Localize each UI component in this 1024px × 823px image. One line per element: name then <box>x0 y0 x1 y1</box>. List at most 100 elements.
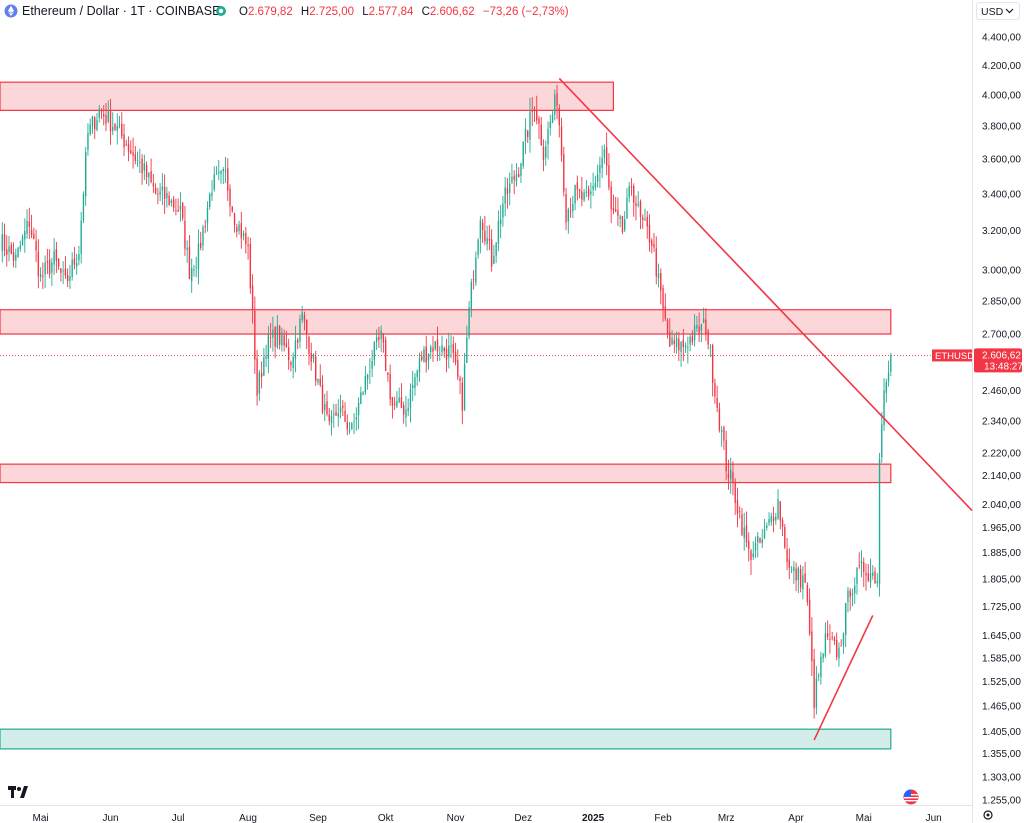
candle-body <box>319 378 321 385</box>
candle-body <box>698 326 700 333</box>
candle-body <box>890 355 892 372</box>
candle-body <box>459 377 461 381</box>
zone-support-2[interactable] <box>0 463 892 484</box>
candle-body <box>125 144 127 146</box>
candle-body <box>590 191 592 195</box>
price-axis[interactable]: 4.400,00 4.200,00 4.000,00 3.800,00 3.600,00… <box>982 33 1021 807</box>
candle-body <box>732 472 734 483</box>
candle-body <box>220 170 222 175</box>
last-price-value: 2.606,62 <box>982 350 1021 361</box>
candle-body <box>614 209 617 212</box>
candle-body <box>145 165 148 178</box>
candle-body <box>337 413 339 417</box>
time-tick-label: Jul <box>172 813 185 823</box>
candle-body <box>493 255 495 265</box>
price-tick-label: 1.255,00 <box>982 796 1021 807</box>
currency-label: USD <box>981 6 1004 18</box>
candle-body <box>328 414 330 422</box>
candle-body <box>761 539 763 544</box>
candle-body <box>287 347 290 361</box>
candle-body <box>655 248 657 277</box>
chart-title[interactable]: Ethereum / Dollar · 1T · COINBASE <box>22 4 220 18</box>
zone-resistance-1[interactable] <box>0 309 892 335</box>
candle-body <box>822 653 824 659</box>
us-flag-icon[interactable] <box>903 789 919 805</box>
candle-body <box>860 560 863 564</box>
candle-body <box>536 110 538 121</box>
candle-body <box>398 397 400 403</box>
candle-body <box>222 169 224 172</box>
price-tick-label: 1.965,00 <box>982 523 1021 534</box>
trendlines-layer <box>558 77 973 741</box>
candle-body <box>432 347 434 352</box>
candle-body <box>274 327 276 347</box>
candle-body <box>177 209 179 212</box>
price-tick-label: 1.303,00 <box>982 773 1021 784</box>
candle-body <box>342 405 344 408</box>
price-tick-label: 1.645,00 <box>982 631 1021 642</box>
gear-icon[interactable] <box>983 810 993 820</box>
candle-body <box>599 165 601 173</box>
candle-body <box>594 183 597 188</box>
candle-body <box>466 337 468 363</box>
candle-body <box>256 358 258 396</box>
candle-body <box>522 141 524 167</box>
candle-body <box>71 259 73 277</box>
candle-body <box>364 376 367 393</box>
tradingview-logo[interactable] <box>8 786 28 798</box>
candle-body <box>238 224 240 232</box>
candle-body <box>301 312 303 321</box>
time-tick-label: Nov <box>447 813 465 823</box>
candle-body <box>554 94 556 115</box>
candle-body <box>479 220 482 239</box>
ohlc-high-key: H <box>301 6 309 18</box>
candle-body <box>642 217 644 220</box>
price-tick-label: 2.460,00 <box>982 386 1021 397</box>
candle-body <box>806 585 809 603</box>
ohlc-high-value: 2.725,00 <box>309 6 354 18</box>
time-axis[interactable]: Mai Jun Jul Aug Sep Okt Nov Dez 2025 Feb Mrz Apr Mai… <box>33 813 942 823</box>
candle-body <box>569 211 572 213</box>
candle-body <box>673 340 676 345</box>
candle-body <box>333 414 335 416</box>
candle-body <box>441 345 443 353</box>
candle-body <box>772 516 775 522</box>
ohlc-close-key: C <box>422 6 430 18</box>
candle-body <box>495 242 497 256</box>
candle-body <box>308 337 310 354</box>
candle-body <box>842 633 845 645</box>
candle-body <box>402 405 405 415</box>
candle-body <box>883 390 885 426</box>
candle-body <box>357 403 360 416</box>
zones-layer <box>0 81 892 750</box>
market-status-dot-inner <box>218 8 224 14</box>
candle-body <box>547 128 549 145</box>
last-price-badge: ETHUSD 2.606,62 13:48:27 <box>932 348 1023 373</box>
candle-body <box>148 172 150 178</box>
candle-body <box>44 263 46 275</box>
candle-body <box>6 249 8 255</box>
candle-body <box>82 193 85 221</box>
candle-body <box>127 144 130 152</box>
trendline-0[interactable] <box>558 77 973 512</box>
price-tick-label: 2.340,00 <box>982 417 1021 428</box>
candle-body <box>567 209 570 222</box>
candle-body <box>391 397 394 406</box>
candle-body <box>725 440 727 472</box>
candle-body <box>529 111 531 140</box>
trendline-1[interactable] <box>813 615 874 741</box>
candle-body <box>572 203 574 212</box>
candle-body <box>452 344 454 353</box>
currency-button[interactable]: USD <box>976 2 1020 20</box>
candle-body <box>157 194 159 196</box>
time-tick-label: Okt <box>378 813 394 823</box>
candle-body <box>143 163 146 171</box>
zone-support-3[interactable] <box>0 728 892 750</box>
zone-resistance-0[interactable] <box>0 81 615 111</box>
candle-body <box>881 424 883 458</box>
candle-body <box>527 130 529 138</box>
candle-body <box>583 192 585 201</box>
candle-body <box>786 549 788 563</box>
candle-body <box>689 336 691 345</box>
